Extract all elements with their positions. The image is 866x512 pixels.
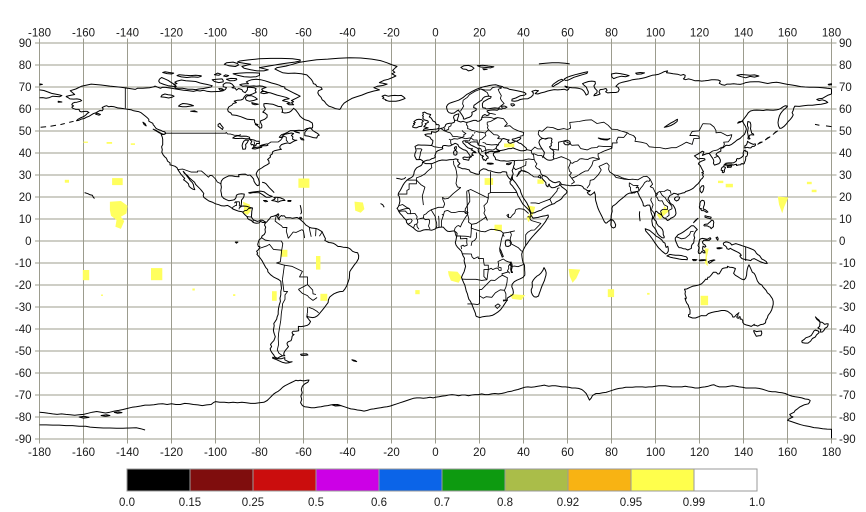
- svg-text:-60: -60: [15, 368, 32, 380]
- svg-text:140: 140: [734, 447, 753, 459]
- svg-text:40: 40: [517, 447, 530, 459]
- svg-text:0: 0: [432, 28, 438, 40]
- svg-text:0.95: 0.95: [620, 497, 642, 509]
- svg-text:-80: -80: [251, 28, 268, 40]
- svg-text:30: 30: [839, 170, 852, 182]
- svg-text:-160: -160: [72, 447, 95, 459]
- svg-text:-50: -50: [839, 346, 856, 358]
- svg-text:0.0: 0.0: [119, 497, 135, 509]
- svg-text:0: 0: [432, 447, 438, 459]
- svg-text:20: 20: [473, 447, 486, 459]
- svg-text:-90: -90: [15, 434, 32, 446]
- svg-text:-180: -180: [28, 28, 51, 40]
- svg-text:100: 100: [646, 28, 665, 40]
- svg-text:-10: -10: [15, 258, 32, 270]
- svg-text:-40: -40: [339, 447, 356, 459]
- svg-text:0.99: 0.99: [683, 497, 705, 509]
- svg-text:140: 140: [734, 28, 753, 40]
- svg-text:0.5: 0.5: [308, 497, 324, 509]
- svg-text:40: 40: [839, 148, 852, 160]
- svg-text:60: 60: [561, 447, 574, 459]
- svg-text:0.15: 0.15: [179, 497, 201, 509]
- svg-text:80: 80: [605, 447, 618, 459]
- svg-text:-60: -60: [839, 368, 856, 380]
- svg-text:20: 20: [473, 28, 486, 40]
- svg-text:-70: -70: [839, 390, 856, 402]
- svg-text:20: 20: [839, 192, 852, 204]
- svg-text:60: 60: [19, 104, 32, 116]
- svg-text:0.7: 0.7: [434, 497, 450, 509]
- svg-text:160: 160: [778, 28, 797, 40]
- svg-text:30: 30: [19, 170, 32, 182]
- svg-text:-100: -100: [204, 28, 227, 40]
- svg-text:-160: -160: [72, 28, 95, 40]
- svg-text:-50: -50: [15, 346, 32, 358]
- svg-text:50: 50: [19, 126, 32, 138]
- svg-text:70: 70: [839, 82, 852, 94]
- svg-text:-180: -180: [28, 447, 51, 459]
- svg-text:80: 80: [19, 60, 32, 72]
- svg-text:120: 120: [690, 28, 709, 40]
- svg-text:10: 10: [19, 214, 32, 226]
- svg-text:-40: -40: [15, 324, 32, 336]
- svg-text:0: 0: [839, 236, 845, 248]
- svg-text:-60: -60: [295, 28, 312, 40]
- svg-text:-120: -120: [160, 28, 183, 40]
- svg-text:10: 10: [839, 214, 852, 226]
- svg-text:-90: -90: [839, 434, 856, 446]
- svg-text:-20: -20: [15, 280, 32, 292]
- svg-text:-140: -140: [116, 28, 139, 40]
- svg-text:-140: -140: [116, 447, 139, 459]
- svg-text:-40: -40: [339, 28, 356, 40]
- svg-text:-80: -80: [15, 412, 32, 424]
- svg-text:-80: -80: [839, 412, 856, 424]
- svg-text:120: 120: [690, 447, 709, 459]
- svg-text:-80: -80: [251, 447, 268, 459]
- svg-text:-20: -20: [383, 447, 400, 459]
- svg-text:70: 70: [19, 82, 32, 94]
- svg-text:90: 90: [19, 38, 32, 50]
- svg-text:-20: -20: [383, 28, 400, 40]
- svg-text:-120: -120: [160, 447, 183, 459]
- svg-text:20: 20: [19, 192, 32, 204]
- svg-text:1.0: 1.0: [749, 497, 765, 509]
- svg-text:-70: -70: [15, 390, 32, 402]
- svg-text:60: 60: [561, 28, 574, 40]
- svg-text:-20: -20: [839, 280, 856, 292]
- svg-text:80: 80: [839, 60, 852, 72]
- svg-text:100: 100: [646, 447, 665, 459]
- svg-text:0: 0: [25, 236, 31, 248]
- svg-text:-30: -30: [839, 302, 856, 314]
- svg-text:160: 160: [778, 447, 797, 459]
- svg-text:180: 180: [822, 28, 841, 40]
- svg-text:180: 180: [822, 447, 841, 459]
- svg-text:50: 50: [839, 126, 852, 138]
- svg-text:90: 90: [839, 38, 852, 50]
- svg-text:80: 80: [605, 28, 618, 40]
- svg-text:60: 60: [839, 104, 852, 116]
- svg-text:-100: -100: [204, 447, 227, 459]
- svg-text:40: 40: [517, 28, 530, 40]
- svg-text:0.6: 0.6: [371, 497, 387, 509]
- svg-text:-60: -60: [295, 447, 312, 459]
- svg-text:0.8: 0.8: [497, 497, 513, 509]
- svg-text:-10: -10: [839, 258, 856, 270]
- svg-text:0.92: 0.92: [557, 497, 579, 509]
- svg-text:0.25: 0.25: [242, 497, 264, 509]
- svg-text:-40: -40: [839, 324, 856, 336]
- svg-text:-30: -30: [15, 302, 32, 314]
- svg-text:40: 40: [19, 148, 32, 160]
